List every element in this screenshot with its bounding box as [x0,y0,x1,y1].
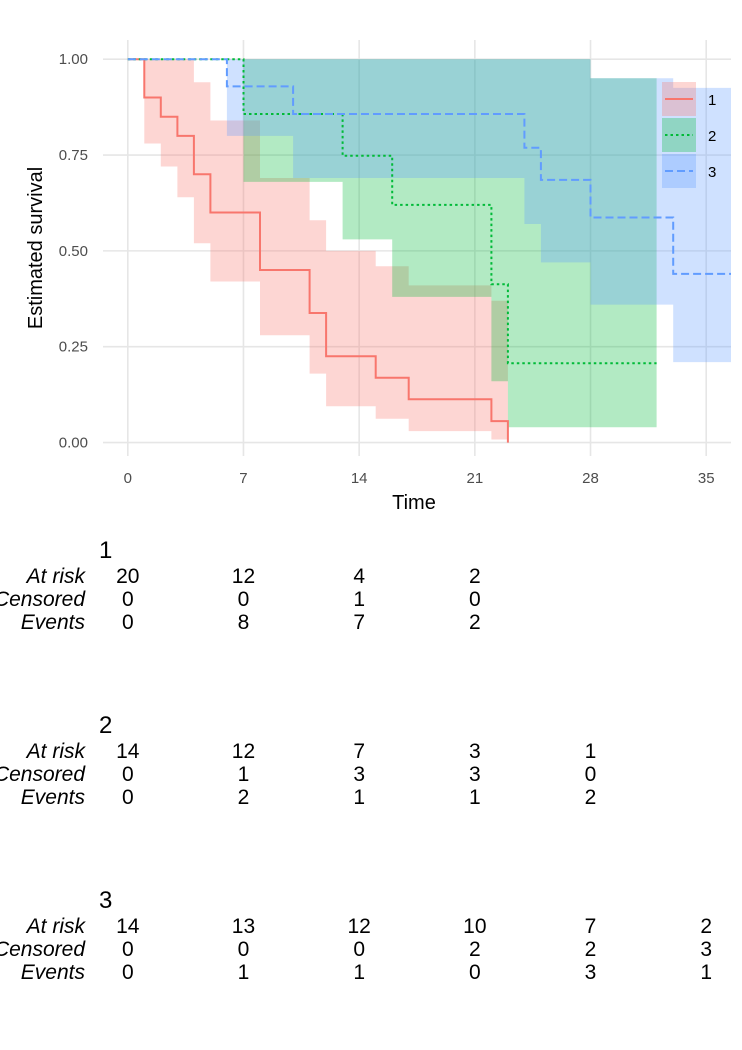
risk-cell: 2 [469,938,481,961]
risk-cell: 2 [585,938,597,961]
risk-cell: 0 [585,763,597,786]
legend: 1 2 3 [662,82,716,188]
risk-cell: 1 [353,786,365,809]
risk-cell: 0 [122,938,134,961]
x-axis-ticks: 0 7 14 21 28 35 [124,470,715,487]
risk-row-label: At risk [25,915,87,938]
legend-label: 3 [708,164,716,181]
risk-row-label: Events [21,786,86,809]
legend-key-bg [662,118,696,152]
risk-cell: 0 [122,611,134,634]
risk-row-label: At risk [25,740,87,763]
risk-cell: 2 [469,611,481,634]
ci-band-3 [127,59,732,363]
risk-cell: 0 [238,588,250,611]
risk-cell: 0 [122,786,134,809]
y-tick-label: 1.00 [59,51,88,68]
risk-cell: 13 [232,915,255,938]
risk-cell: 0 [238,938,250,961]
risk-cell: 0 [469,588,481,611]
risk-cell: 0 [122,961,134,984]
risk-cell: 1 [353,961,365,984]
risk-row-label: Events [21,961,86,984]
risk-cell: 0 [353,938,365,961]
risk-cell: 4 [353,565,365,588]
x-axis-title: Time [392,492,436,514]
legend-label: 2 [708,128,716,145]
x-tick-label: 14 [351,470,368,487]
risk-cell: 14 [116,915,140,938]
risk-cell: 3 [353,763,365,786]
risk-cell: 3 [700,938,712,961]
risk-cell: 8 [238,611,250,634]
risk-row-label: Censored [0,588,86,611]
risk-cell: 7 [585,915,597,938]
risk-cell: 1 [353,588,365,611]
y-tick-label: 0.00 [59,435,88,452]
x-tick-label: 35 [698,470,715,487]
risk-cell: 0 [469,961,481,984]
risk-cell: 2 [469,565,481,588]
risk-row-label: At risk [25,565,87,588]
risk-cell: 7 [353,611,365,634]
risk-cell: 1 [238,961,250,984]
risk-cell: 3 [469,763,481,786]
x-tick-label: 7 [239,470,247,487]
risk-row-label: Censored [0,938,86,961]
y-tick-label: 0.25 [59,339,88,356]
risk-cell: 2 [700,915,712,938]
survival-line-3 [127,58,731,275]
risk-row-label: Censored [0,763,86,786]
risk-cell: 3 [469,740,481,763]
risk-cell: 10 [463,915,486,938]
legend-label: 1 [708,92,716,109]
survival-line-1 [127,58,509,443]
ci-band-2 [127,59,657,428]
risk-cell: 0 [122,763,134,786]
ci-band-1 [127,59,508,440]
risk-row-label: Events [21,611,86,634]
risk-group-title: 1 [99,537,112,564]
risk-cell: 1 [700,961,712,984]
risk-cell: 20 [116,565,139,588]
risk-group-title: 2 [99,712,112,739]
risk-cell: 1 [238,763,250,786]
y-axis-ticks: 0.00 0.25 0.50 0.75 1.00 [59,51,88,451]
confidence-bands [127,59,732,440]
y-axis-title: Estimated survival [25,167,47,329]
survival-line-2 [127,58,657,365]
y-tick-label: 0.75 [59,147,88,164]
risk-cell: 12 [232,740,255,763]
x-tick-label: 0 [124,470,132,487]
risk-cell: 0 [122,588,134,611]
risk-cell: 12 [232,565,255,588]
risk-cell: 1 [469,786,481,809]
survival-curves [127,58,731,443]
risk-cell: 1 [585,740,597,763]
risk-cell: 3 [585,961,597,984]
risk-cell: 2 [238,786,250,809]
risk-cell: 12 [347,915,370,938]
x-tick-label: 21 [466,470,483,487]
x-tick-label: 28 [582,470,599,487]
risk-cell: 7 [353,740,365,763]
risk-cell: 14 [116,740,140,763]
risk-group-title: 3 [99,887,112,914]
risk-cell: 2 [585,786,597,809]
y-tick-label: 0.50 [59,243,88,260]
